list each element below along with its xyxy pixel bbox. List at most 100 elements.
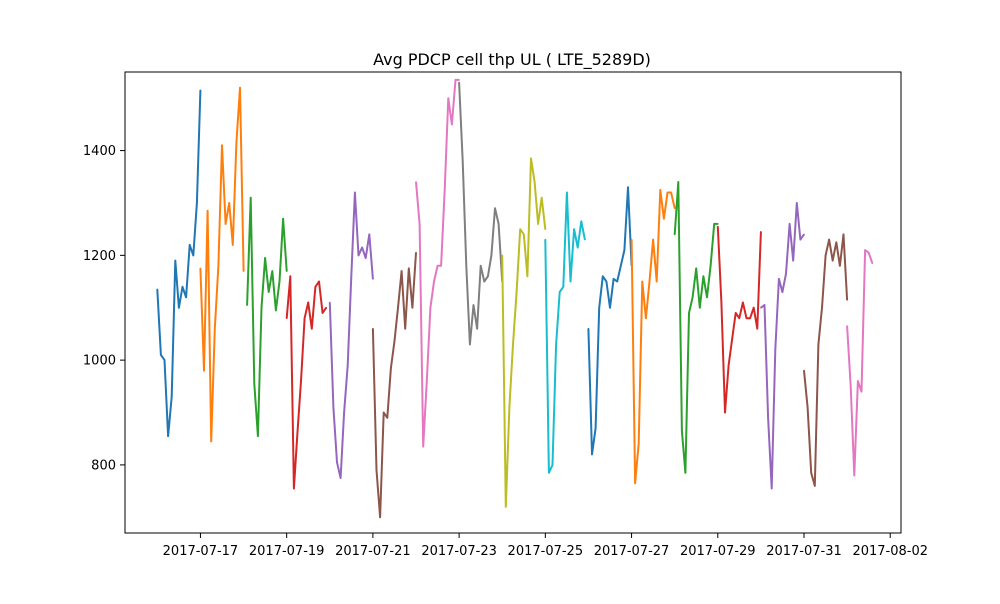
series-9 — [501, 157, 547, 508]
data-point — [228, 202, 230, 204]
series-line-3 — [246, 196, 288, 438]
data-point — [803, 369, 805, 372]
data-point — [321, 312, 324, 314]
data-point — [551, 464, 554, 466]
x-tick-label: 2017-07-23 — [421, 544, 497, 559]
data-point — [458, 81, 460, 84]
series-2 — [199, 86, 245, 443]
y-tick-label: 1400 — [83, 144, 116, 159]
data-point — [232, 244, 234, 246]
data-point — [346, 364, 349, 367]
data-point — [379, 516, 381, 519]
data-point — [526, 275, 529, 278]
series-10 — [544, 191, 586, 474]
data-point — [792, 259, 794, 262]
data-point — [404, 327, 407, 330]
data-point — [408, 267, 410, 270]
data-point — [742, 301, 744, 304]
data-point — [580, 220, 583, 223]
data-point — [354, 191, 356, 194]
data-point — [731, 338, 733, 341]
data-point — [411, 306, 414, 309]
data-point — [623, 249, 626, 251]
data-point — [443, 189, 446, 191]
data-point — [717, 225, 719, 228]
data-point — [785, 272, 787, 275]
data-point — [382, 411, 385, 414]
data-point — [720, 301, 723, 304]
data-point — [178, 306, 180, 309]
data-point — [709, 265, 712, 267]
data-point — [293, 487, 295, 490]
series-14 — [716, 225, 762, 414]
data-point — [397, 306, 399, 309]
data-point — [713, 223, 715, 225]
data-point — [329, 301, 331, 304]
data-point — [440, 265, 442, 267]
data-point — [264, 257, 266, 259]
data-point — [206, 210, 209, 212]
data-point — [627, 186, 629, 189]
data-point — [752, 306, 755, 309]
data-point — [803, 233, 805, 236]
data-point — [174, 259, 177, 262]
data-point — [235, 141, 238, 144]
data-point — [483, 280, 486, 283]
data-point — [799, 238, 802, 241]
data-point — [738, 317, 741, 320]
data-point — [422, 445, 425, 448]
data-point — [512, 343, 514, 346]
data-point — [594, 427, 597, 430]
data-point — [163, 359, 166, 361]
data-point — [476, 327, 478, 330]
data-point — [508, 406, 511, 409]
data-point — [770, 487, 773, 490]
data-point — [494, 207, 496, 209]
data-point — [275, 309, 277, 312]
series-11 — [587, 186, 633, 456]
data-point — [691, 296, 694, 299]
data-point — [336, 461, 338, 464]
data-point — [673, 233, 676, 236]
y-tick-label: 1200 — [83, 249, 116, 264]
data-point — [537, 223, 539, 225]
data-point — [681, 430, 683, 432]
data-point — [699, 306, 701, 309]
data-point — [630, 238, 633, 241]
series-1 — [156, 89, 202, 438]
data-point — [576, 246, 579, 249]
data-point — [810, 472, 812, 474]
series-6 — [371, 251, 417, 519]
data-point — [224, 223, 227, 225]
data-point — [677, 181, 680, 183]
y-tick-label: 800 — [91, 458, 116, 473]
data-point — [260, 306, 263, 309]
data-point — [814, 485, 816, 487]
data-point — [203, 369, 205, 372]
data-point — [343, 411, 345, 414]
series-15 — [760, 202, 805, 490]
series-12 — [630, 188, 676, 485]
data-point — [318, 280, 320, 283]
series-5 — [328, 191, 374, 479]
data-point — [160, 354, 162, 356]
data-point — [598, 306, 600, 309]
data-point — [505, 506, 507, 508]
data-point — [469, 343, 471, 346]
data-point — [393, 341, 396, 343]
plot-area-frame — [124, 71, 902, 534]
data-point — [831, 259, 834, 262]
data-point — [426, 380, 428, 382]
data-point — [558, 291, 561, 293]
data-point — [497, 223, 500, 225]
data-point — [763, 304, 766, 306]
data-point — [584, 238, 586, 241]
series-7 — [415, 78, 460, 448]
data-point — [181, 286, 184, 288]
data-point — [566, 191, 568, 194]
data-point — [271, 270, 274, 272]
data-point — [375, 469, 378, 471]
series-13 — [673, 181, 719, 474]
